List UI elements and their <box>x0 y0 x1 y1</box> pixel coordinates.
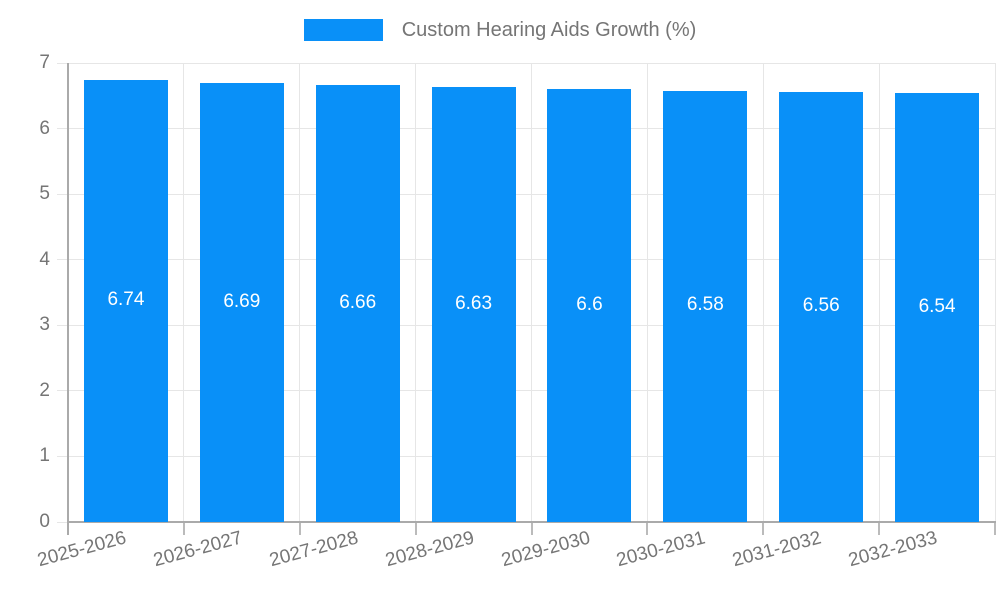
bar[interactable] <box>199 83 284 522</box>
gridline-vertical <box>762 63 764 522</box>
legend: Custom Hearing Aids Growth (%) <box>0 19 1000 41</box>
x-axis-tick <box>646 522 649 535</box>
gridline-vertical <box>646 63 648 522</box>
x-axis-tick <box>878 522 881 535</box>
x-axis-tick <box>530 522 533 535</box>
bar[interactable] <box>315 85 400 522</box>
bar[interactable] <box>547 89 632 522</box>
y-axis-line <box>67 63 69 535</box>
x-tick-label: 2031-2032 <box>730 527 824 572</box>
x-tick-label: 2032-2033 <box>846 527 940 572</box>
y-tick-label: 2 <box>39 379 50 401</box>
x-tick-label: 2027-2028 <box>267 527 361 572</box>
x-tick-label: 2026-2027 <box>151 527 245 572</box>
legend-item[interactable]: Custom Hearing Aids Growth (%) <box>303 19 697 41</box>
y-axis-tick <box>57 455 68 457</box>
x-tick-label: 2028-2029 <box>382 527 477 572</box>
y-axis-tick <box>57 259 68 261</box>
bar-value-label: 6.69 <box>223 290 261 312</box>
gridline-vertical <box>415 63 417 522</box>
y-axis-tick <box>57 521 68 523</box>
y-axis-tick <box>57 324 68 326</box>
gridline-vertical <box>994 63 996 522</box>
y-axis-tick <box>57 62 68 64</box>
bar-value-label: 6.6 <box>576 293 603 315</box>
x-axis-tick <box>298 522 301 535</box>
y-axis-tick <box>57 390 68 392</box>
bar[interactable] <box>663 90 748 522</box>
legend-label: Custom Hearing Aids Growth (%) <box>401 19 697 41</box>
bar-value-label: 6.58 <box>686 294 724 316</box>
x-axis-tick <box>994 522 996 535</box>
bar[interactable] <box>895 93 980 522</box>
x-axis-tick <box>414 522 417 535</box>
y-tick-label: 3 <box>39 314 50 336</box>
bar[interactable] <box>431 87 516 522</box>
bar-value-label: 6.63 <box>455 292 493 314</box>
gridline-vertical <box>878 63 880 522</box>
bar[interactable] <box>779 91 864 522</box>
x-tick-label: 2030-2031 <box>614 527 708 572</box>
y-tick-label: 1 <box>39 445 50 467</box>
y-axis-tick <box>57 193 68 195</box>
gridline-vertical <box>531 63 532 522</box>
gridline-vertical <box>299 63 301 522</box>
y-tick-label: 4 <box>39 248 50 270</box>
gridline-vertical <box>183 63 185 522</box>
bar[interactable] <box>83 80 168 522</box>
y-tick-label: 5 <box>39 183 50 205</box>
x-tick-label: 2029-2030 <box>498 527 593 572</box>
bar-value-label: 6.56 <box>802 294 840 316</box>
y-tick-label: 0 <box>39 511 50 532</box>
y-tick-label: 6 <box>39 117 50 139</box>
bar-value-label: 6.66 <box>339 291 377 313</box>
x-axis-line <box>67 521 996 523</box>
x-tick-label: 2025-2026 <box>35 527 129 572</box>
bar-value-label: 6.74 <box>107 289 145 311</box>
bar-value-label: 6.54 <box>918 295 956 317</box>
y-axis-tick <box>57 128 68 130</box>
x-axis-tick <box>762 522 765 535</box>
y-tick-label: 7 <box>39 52 50 73</box>
x-axis-tick <box>182 522 185 535</box>
legend-swatch <box>303 19 383 41</box>
